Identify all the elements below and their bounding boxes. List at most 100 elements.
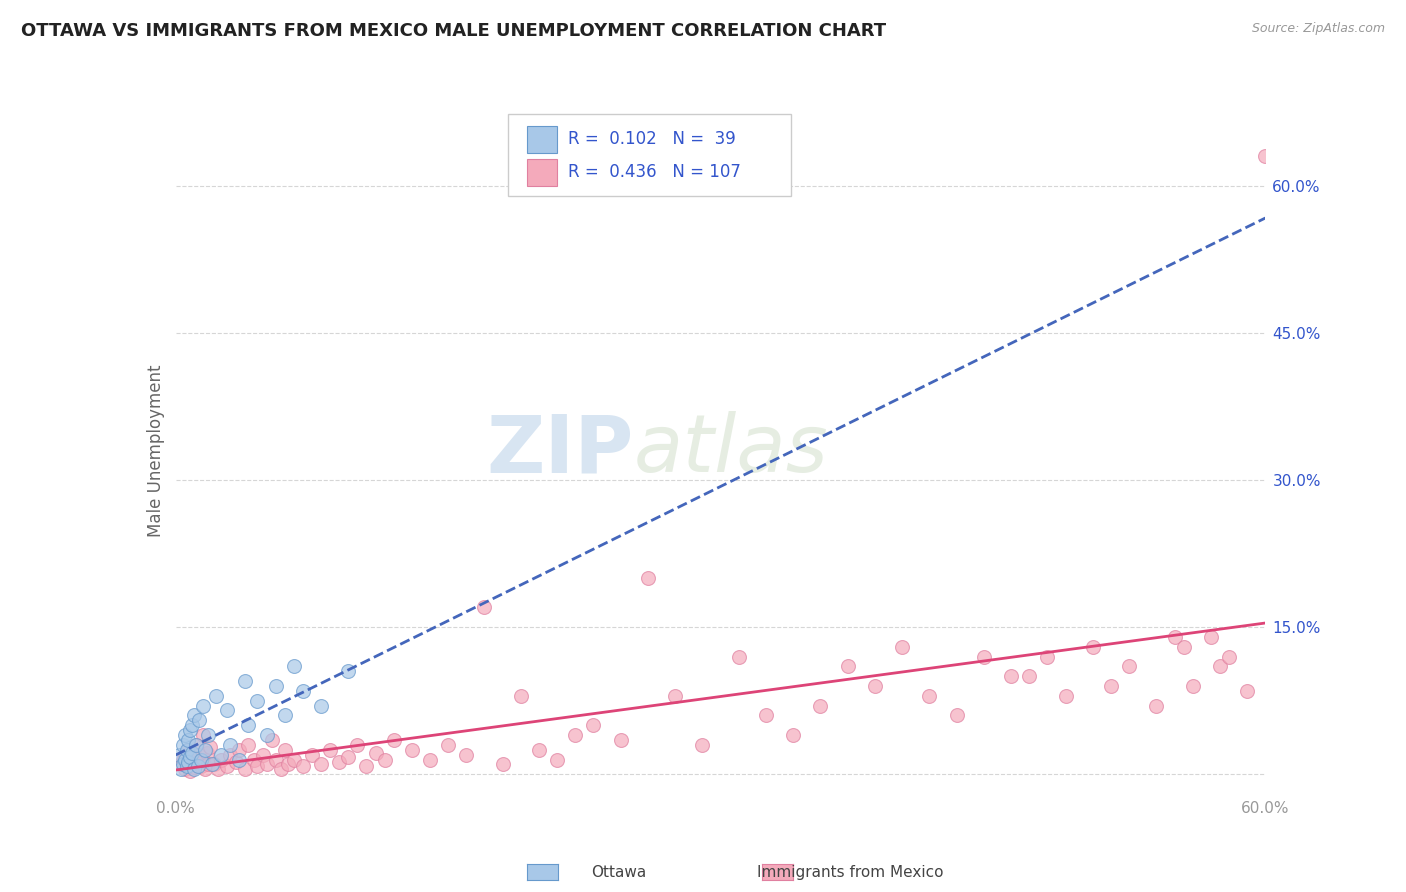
Point (200, 739, 222, 754)
Point (509, 689, 531, 703)
Point (246, 759, 269, 773)
Point (1118, 659, 1140, 673)
Point (918, 689, 941, 703)
Text: Source: ZipAtlas.com: Source: ZipAtlas.com (1251, 22, 1385, 36)
Text: R =  0.102   N =  39: R = 0.102 N = 39 (568, 129, 735, 148)
Point (382, 733, 405, 747)
Point (1146, 698, 1168, 713)
Point (170, 757, 193, 772)
Point (945, 708, 967, 723)
Point (637, 571, 659, 585)
Point (1018, 669, 1040, 683)
Point (172, 738, 194, 752)
Point (215, 759, 238, 773)
Point (202, 757, 225, 772)
Point (191, 728, 214, 742)
Point (291, 759, 314, 773)
Point (173, 762, 195, 776)
Point (190, 759, 212, 773)
Point (437, 738, 460, 752)
Point (256, 757, 278, 772)
Point (179, 723, 201, 737)
Point (564, 728, 586, 742)
Point (274, 708, 297, 723)
Point (264, 679, 287, 693)
Point (204, 689, 226, 703)
Point (183, 708, 205, 723)
Point (173, 753, 195, 767)
Point (176, 759, 198, 773)
Point (201, 757, 224, 772)
Point (179, 749, 201, 764)
Text: R =  0.436   N = 107: R = 0.436 N = 107 (568, 163, 741, 181)
Point (264, 753, 287, 767)
Point (755, 708, 778, 723)
Point (238, 738, 260, 752)
Point (188, 747, 211, 762)
Point (177, 756, 200, 770)
Point (727, 649, 749, 664)
Point (195, 746, 218, 760)
Point (419, 753, 441, 767)
Point (246, 694, 269, 708)
Point (582, 718, 605, 732)
Point (172, 757, 194, 772)
Point (782, 728, 804, 742)
Point (1181, 679, 1204, 693)
Point (197, 757, 219, 772)
Text: OTTAWA VS IMMIGRANTS FROM MEXICO MALE UNEMPLOYMENT CORRELATION CHART: OTTAWA VS IMMIGRANTS FROM MEXICO MALE UN… (21, 22, 886, 40)
Point (328, 756, 350, 770)
Point (197, 728, 219, 742)
Point (215, 703, 238, 717)
Point (364, 746, 387, 760)
Y-axis label: Male Unemployment: Male Unemployment (146, 364, 165, 537)
Point (810, 698, 832, 713)
Point (1054, 689, 1077, 703)
Point (891, 640, 914, 654)
Point (356, 759, 378, 773)
Point (309, 698, 332, 713)
Point (183, 762, 205, 776)
Point (233, 674, 256, 689)
Point (194, 762, 217, 776)
Point (173, 728, 195, 742)
Point (283, 753, 305, 767)
Point (256, 728, 278, 742)
Point (228, 753, 250, 767)
Point (374, 753, 396, 767)
Point (837, 659, 859, 673)
Point (863, 679, 886, 693)
Point (243, 753, 266, 767)
Point (260, 733, 283, 747)
Point (337, 664, 360, 679)
Point (609, 733, 631, 747)
Point (1163, 630, 1185, 644)
Point (277, 757, 299, 772)
Point (1199, 630, 1222, 644)
Bar (527, 159, 557, 186)
Point (184, 738, 207, 752)
Bar (527, 126, 557, 153)
Point (181, 746, 204, 760)
Point (209, 747, 232, 762)
Point (191, 753, 214, 767)
Point (474, 600, 496, 615)
Point (527, 742, 550, 756)
Point (1036, 649, 1059, 664)
Point (173, 747, 195, 762)
Point (546, 753, 568, 767)
Point (177, 756, 200, 770)
Point (186, 756, 209, 770)
Point (270, 762, 292, 776)
Point (309, 757, 332, 772)
Point (692, 738, 714, 752)
Point (194, 742, 217, 756)
FancyBboxPatch shape (508, 114, 792, 196)
Point (181, 749, 204, 764)
Point (172, 753, 194, 767)
Text: Immigrants from Mexico: Immigrants from Mexico (758, 865, 943, 880)
Point (188, 714, 211, 728)
Point (186, 759, 209, 773)
Point (179, 764, 201, 779)
Point (1254, 149, 1277, 163)
